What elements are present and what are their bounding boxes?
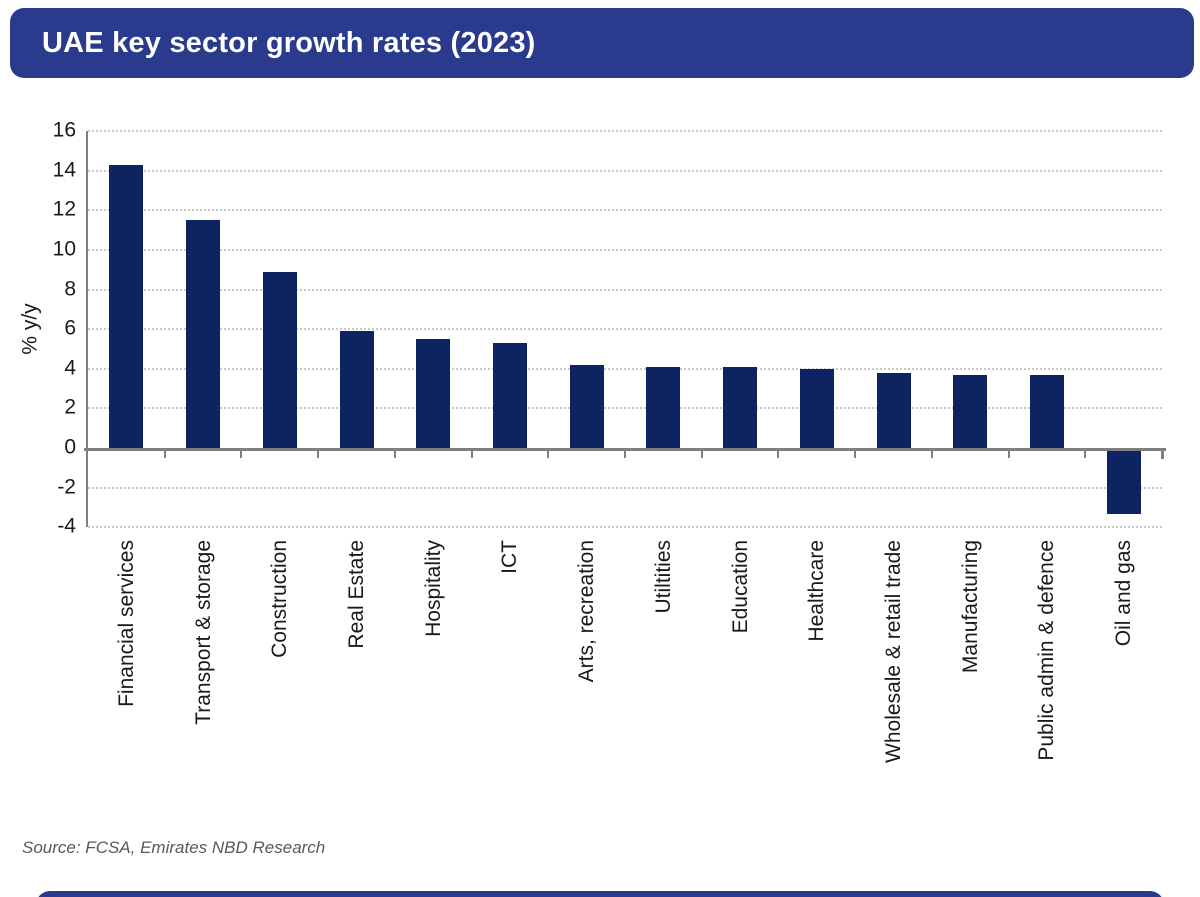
category-label-healthcare: Healthcare — [805, 540, 829, 642]
x-axis-line — [84, 448, 1166, 451]
bar-ict — [492, 343, 527, 448]
category-label-cell: Real Estate — [318, 540, 395, 840]
gridline-y2 — [88, 407, 1162, 410]
y-tick-label-6: 6 — [64, 316, 76, 340]
category-label-oil-and-gas: Oil and gas — [1112, 540, 1136, 647]
gridline-y4 — [88, 367, 1162, 370]
category-label-manufacturing: Manufacturing — [958, 540, 982, 674]
y-tick-label-16: 16 — [52, 118, 76, 142]
title-bar: UAE key sector growth rates (2023) — [10, 8, 1194, 78]
gridline-y-2 — [88, 486, 1162, 489]
chart-title: UAE key sector growth rates (2023) — [42, 26, 536, 59]
category-label-arts-recreation: Arts, recreation — [575, 540, 599, 683]
category-label-cell: Healthcare — [778, 540, 855, 840]
gridline-y6 — [88, 328, 1162, 331]
y-axis-tick-labels: 16 14 12 10 8 6 4 2 0 -2 -4 — [0, 119, 76, 538]
category-label-cell: Education — [702, 540, 779, 840]
category-label-education: Education — [728, 540, 752, 634]
y-tick-label-14: 14 — [52, 158, 76, 182]
category-label-utiltities: Utiltities — [651, 540, 675, 614]
source-note: Source: FCSA, Emirates NBD Research — [22, 838, 326, 857]
category-label-cell: Utiltities — [625, 540, 702, 840]
y-tick-label-12: 12 — [52, 197, 76, 221]
x-axis-tick — [163, 451, 166, 458]
y-tick-label-0: 0 — [64, 435, 76, 459]
category-label-cell: ICT — [472, 540, 549, 840]
gridline-y-4 — [88, 526, 1162, 529]
bar-hospitality — [416, 339, 451, 448]
bar-public-admin-defence — [1029, 374, 1064, 448]
x-axis-tick — [624, 451, 626, 458]
gridline-y14 — [88, 169, 1162, 172]
bar-real-estate — [339, 331, 374, 448]
x-axis-tick — [470, 451, 473, 458]
x-axis-tick — [777, 451, 780, 458]
gridline-y16 — [88, 130, 1162, 133]
category-label-cell: Construction — [241, 540, 318, 840]
gridline-y12 — [88, 209, 1162, 212]
x-axis-end-tick — [1161, 448, 1164, 459]
footer-bar — [36, 891, 1164, 897]
y-tick-label--2: -2 — [57, 475, 76, 499]
x-axis-tick — [240, 451, 243, 458]
bar-wholesale-retail-trade — [876, 372, 911, 448]
bar-arts-recreation — [569, 364, 604, 448]
y-tick-label-4: 4 — [64, 356, 76, 380]
category-label-cell: Hospitality — [395, 540, 472, 840]
bar-education — [723, 366, 758, 448]
category-label-public-admin-defence: Public admin & defence — [1035, 540, 1059, 761]
x-axis-tick — [854, 451, 857, 458]
x-axis-category-labels: Financial services Transport & storage Con… — [88, 540, 1162, 840]
bar-transport-storage — [186, 220, 221, 448]
x-axis-tick — [700, 451, 703, 458]
x-axis-tick — [1007, 451, 1010, 458]
bar-healthcare — [799, 368, 834, 448]
y-tick-label--4: -4 — [57, 514, 76, 538]
bar-manufacturing — [953, 374, 988, 448]
category-label-cell: Transport & storage — [165, 540, 242, 840]
y-tick-label-10: 10 — [52, 237, 76, 261]
category-label-construction: Construction — [268, 540, 292, 658]
category-label-cell: Public admin & defence — [1009, 540, 1086, 840]
category-label-wholesale-retail-trade: Wholesale & retail trade — [882, 540, 906, 763]
category-label-hospitality: Hospitality — [421, 540, 445, 637]
category-label-ict: ICT — [498, 540, 522, 574]
x-axis-tick — [393, 451, 396, 458]
y-tick-label-2: 2 — [64, 395, 76, 419]
bar-financial-services — [109, 164, 144, 448]
bar-construction — [262, 271, 297, 448]
category-label-cell: Manufacturing — [932, 540, 1009, 840]
category-label-real-estate: Real Estate — [345, 540, 369, 649]
category-label-cell: Financial services — [88, 540, 165, 840]
x-axis-tick — [547, 451, 550, 458]
bar-utiltities — [646, 366, 681, 448]
x-axis-tick — [317, 451, 320, 458]
y-axis-line — [86, 131, 88, 527]
gridline-y10 — [88, 249, 1162, 251]
category-label-cell: Oil and gas — [1085, 540, 1162, 840]
category-label-transport-storage: Transport & storage — [191, 540, 215, 725]
category-label-financial-services: Financial services — [114, 540, 138, 707]
bar-oil-and-gas — [1106, 451, 1141, 515]
x-axis-tick — [930, 451, 933, 458]
x-axis-tick — [1084, 451, 1087, 458]
category-label-cell: Wholesale & retail trade — [855, 540, 932, 840]
gridline-y8 — [88, 288, 1162, 291]
bar-chart-plot-area — [84, 130, 1166, 529]
category-label-cell: Arts, recreation — [548, 540, 625, 840]
y-tick-label-8: 8 — [64, 277, 76, 301]
